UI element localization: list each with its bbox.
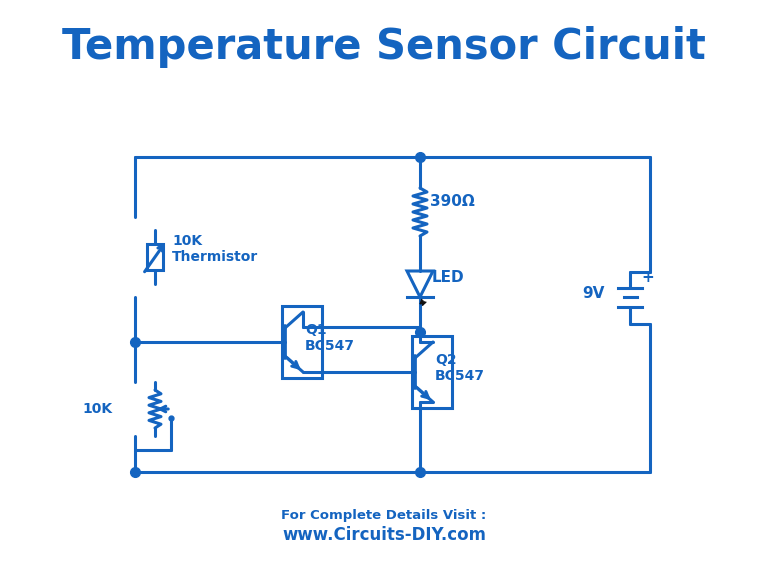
Text: LED: LED	[432, 271, 465, 285]
Text: Q2
BC547: Q2 BC547	[435, 353, 485, 383]
Text: Temperature Sensor Circuit: Temperature Sensor Circuit	[62, 26, 706, 68]
Text: 9V: 9V	[582, 286, 604, 302]
Text: www.Circuits-DIY.com: www.Circuits-DIY.com	[282, 526, 486, 544]
Text: 390Ω: 390Ω	[430, 194, 475, 210]
Text: Q1
BC547: Q1 BC547	[305, 323, 355, 353]
Text: For Complete Details Visit :: For Complete Details Visit :	[281, 508, 487, 521]
Bar	[282, 306, 322, 378]
Text: 10K: 10K	[83, 402, 113, 416]
Text: 10K
Thermistor: 10K Thermistor	[172, 234, 258, 264]
Bar	[147, 244, 163, 270]
Bar	[412, 336, 452, 408]
Text: +: +	[641, 271, 654, 285]
